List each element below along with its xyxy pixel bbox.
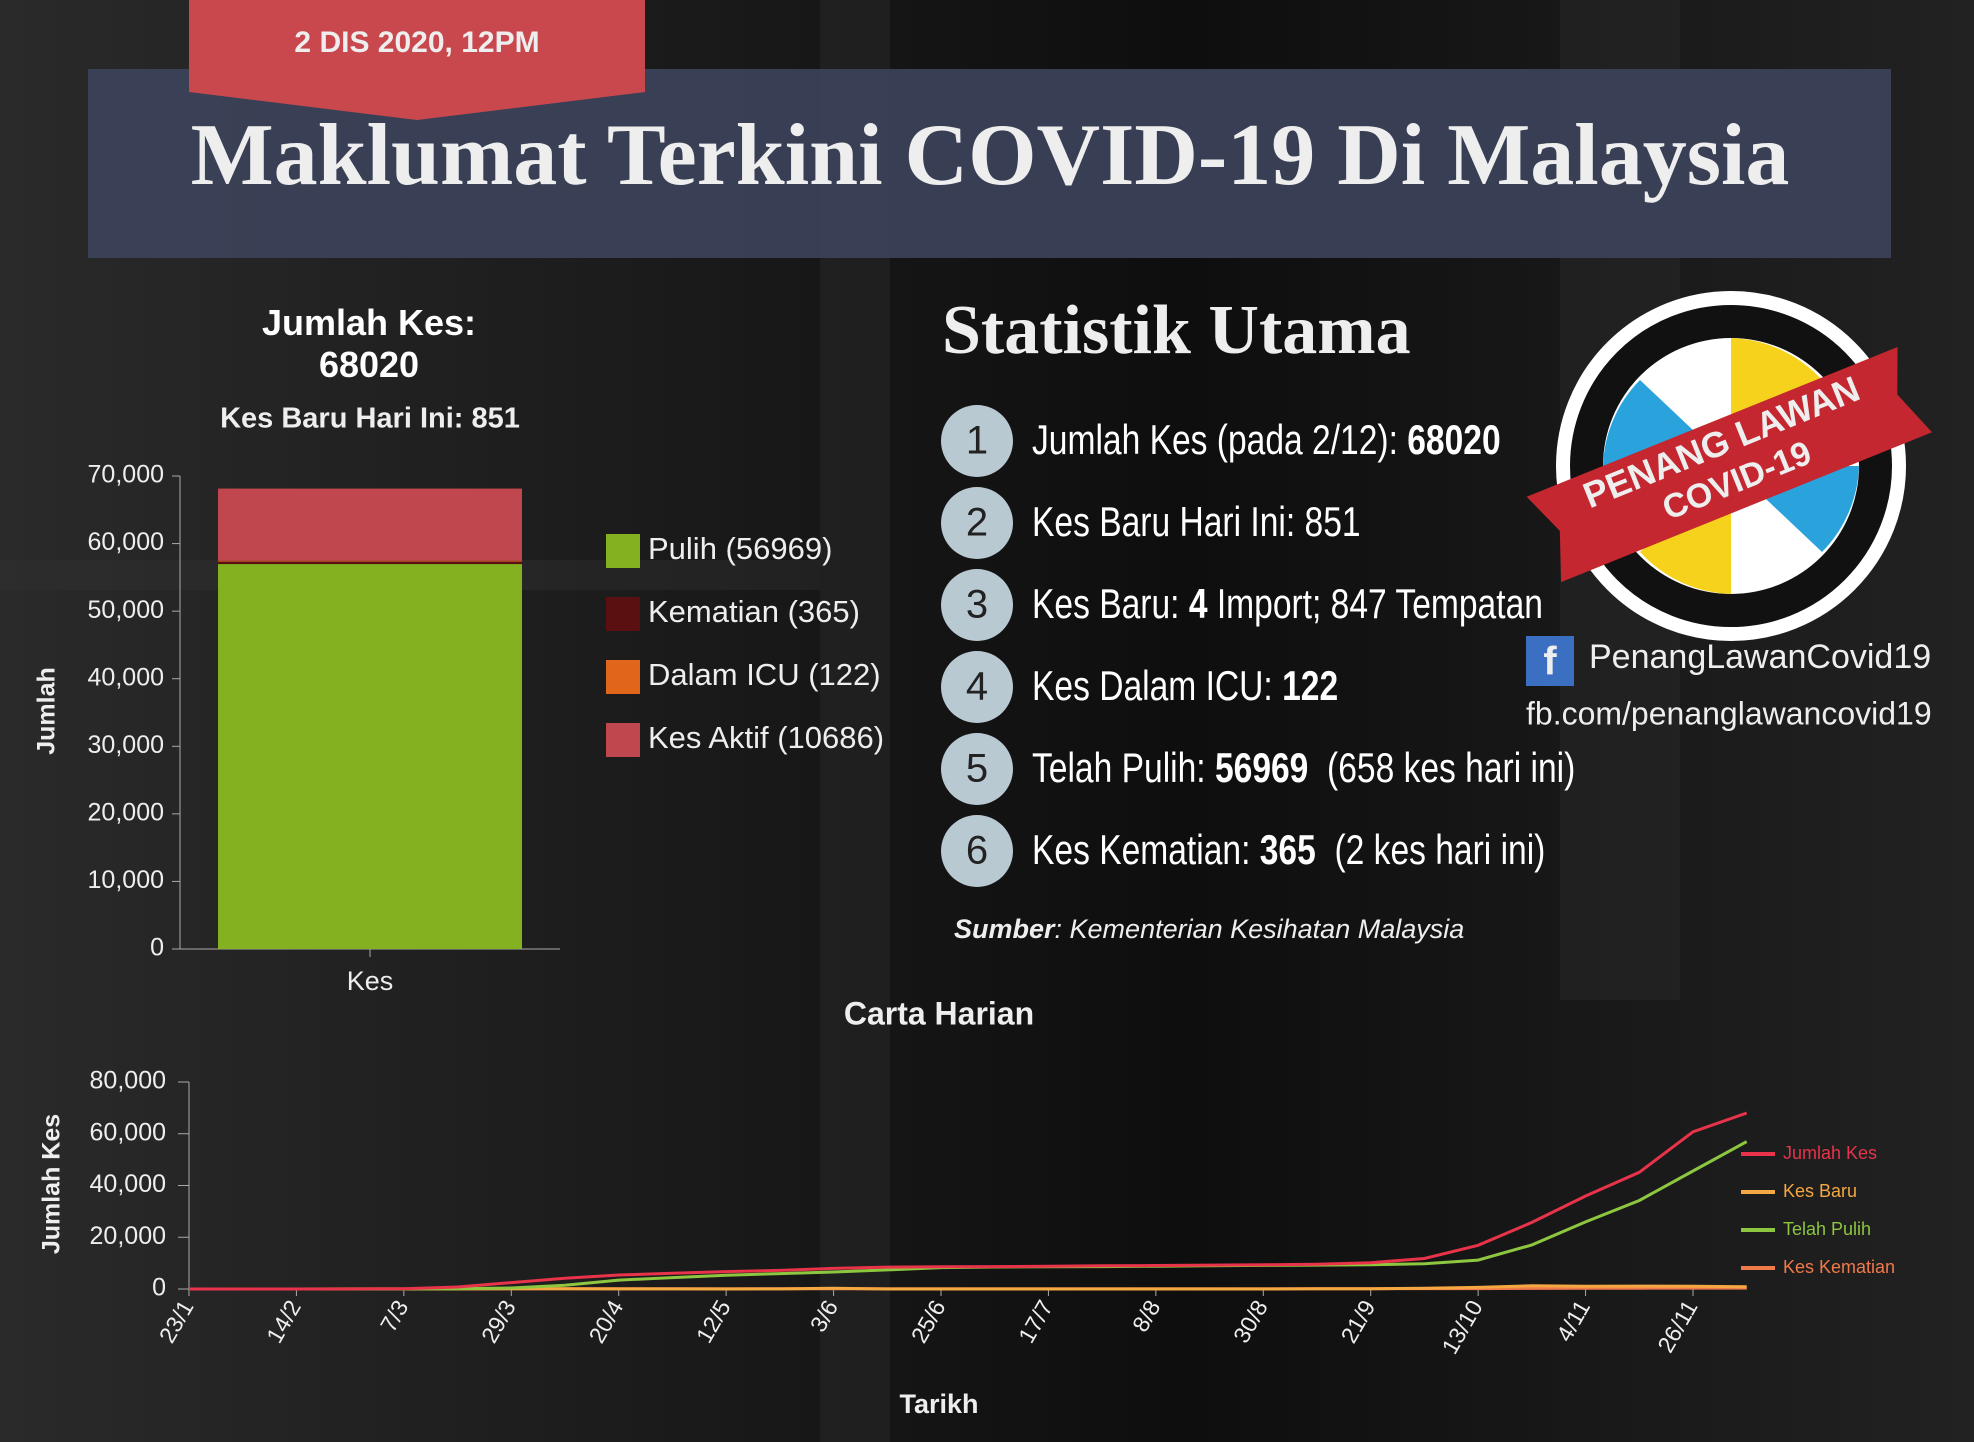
stat-bullet	[941, 815, 1013, 887]
x-axis-label: Tarikh	[899, 1389, 978, 1419]
source-label: Sumber	[954, 914, 1056, 944]
legend-label: Kes Kematian	[1783, 1257, 1895, 1277]
legend-label: Telah Pulih	[1783, 1219, 1871, 1239]
main-title: Maklumat Terkini COVID-19 Di Malaysia	[191, 107, 1790, 204]
source-text: : Kementerian Kesihatan Malaysia	[1055, 914, 1465, 944]
date-tag	[189, 0, 645, 120]
bar-segment	[218, 560, 522, 562]
facebook-url[interactable]: fb.com/penanglawancovid19	[1526, 695, 1932, 731]
legend-label: Kes Aktif (10686)	[648, 720, 884, 755]
bar-segment	[218, 488, 522, 561]
stat-part: 365	[1260, 828, 1316, 874]
stat-part: (2 kes hari ini)	[1316, 828, 1546, 874]
stat-part: (658 kes hari ini)	[1308, 746, 1575, 792]
stat-text: Kes Baru Hari Ini: 851	[1032, 500, 1361, 546]
y-tick-label: 80,000	[90, 1067, 166, 1095]
legend-label: Dalam ICU (122)	[648, 657, 881, 692]
stat-number: 2	[966, 501, 988, 545]
stat-part: Kes Dalam ICU:	[1032, 664, 1282, 710]
line-title: Carta Harian	[844, 995, 1034, 1031]
facebook-icon-letter: f	[1543, 640, 1557, 684]
stat-part: Import; 847 Tempatan	[1208, 582, 1543, 628]
legend-label: Kematian (365)	[648, 594, 860, 629]
stat-part: Kes Kematian:	[1032, 828, 1260, 874]
stat-text: Telah Pulih: 56969 (658 kes hari ini)	[1032, 746, 1575, 792]
legend-swatch	[606, 534, 640, 568]
y-tick-label: 20,000	[88, 798, 164, 826]
stat-number: 4	[966, 665, 988, 709]
y-tick-label: 20,000	[90, 1222, 166, 1250]
date: 2 DIS 2020, 12PM	[294, 26, 539, 59]
y-tick-label: 60,000	[88, 528, 164, 556]
stat-bullet	[941, 651, 1013, 723]
stat-part: Kes Baru:	[1032, 582, 1189, 628]
stat-text: Kes Baru: 4 Import; 847 Tempatan	[1032, 582, 1543, 628]
y-axis-label: Jumlah	[33, 667, 61, 755]
legend-label: Pulih (56969)	[648, 531, 832, 566]
bar-segment	[218, 564, 522, 949]
stat-number: 3	[966, 583, 988, 627]
stat-bullet	[941, 733, 1013, 805]
stat-part: 4	[1189, 582, 1208, 628]
legend-label: Kes Baru	[1783, 1181, 1857, 1201]
stat-text: Jumlah Kes (pada 2/12): 68020	[1032, 418, 1501, 464]
series-line	[189, 1111, 1748, 1291]
bar-segment	[218, 561, 522, 565]
x-tick-label: Kes	[347, 966, 394, 996]
stat-number: 1	[966, 419, 988, 463]
stats-title: Statistik Utama	[942, 292, 1411, 369]
stat-part: 56969	[1215, 746, 1308, 792]
stat-bullet	[941, 405, 1013, 477]
facebook-icon	[1526, 636, 1574, 686]
stat-bullet	[941, 487, 1013, 559]
y-tick-label: 30,000	[88, 731, 164, 759]
legend-swatch	[606, 597, 640, 631]
stat-bullet	[941, 569, 1013, 641]
logo: PENANG LAWAN COVID-19	[1526, 291, 1932, 641]
stat-number: 6	[966, 829, 988, 873]
stat-part: Telah Pulih:	[1032, 746, 1215, 792]
stat-text: Kes Kematian: 365 (2 kes hari ini)	[1032, 828, 1545, 874]
y-tick-label: 0	[152, 1274, 166, 1302]
stat-part: Jumlah Kes (pada 2/12):	[1032, 418, 1407, 464]
y-tick-label: 60,000	[90, 1118, 166, 1146]
source: Sumber: Kementerian Kesihatan Malaysia	[954, 914, 1464, 944]
stat-number: 5	[966, 747, 988, 791]
y-tick-label: 40,000	[90, 1170, 166, 1198]
stat-part: Kes Baru Hari Ini: 851	[1032, 500, 1361, 546]
y-tick-label: 0	[150, 934, 164, 962]
stat-part: 68020	[1407, 418, 1500, 464]
y-tick-label: 10,000	[88, 866, 164, 894]
facebook-name[interactable]: PenangLawanCovid19	[1589, 638, 1931, 676]
y-tick-label: 70,000	[88, 461, 164, 489]
legend-swatch	[606, 660, 640, 694]
logo-ribbon	[1526, 346, 1932, 583]
stat-text: Kes Dalam ICU: 122	[1032, 664, 1338, 710]
legend-label: Jumlah Kes	[1783, 1143, 1877, 1163]
bar-title: Jumlah Kes: 68020	[261, 302, 477, 385]
y-tick-label: 40,000	[88, 663, 164, 691]
y-tick-label: 50,000	[88, 596, 164, 624]
legend-swatch	[606, 723, 640, 757]
stat-part: 122	[1282, 664, 1338, 710]
y-axis-label: Jumlah Kes	[38, 1114, 66, 1254]
bar-subtitle: Kes Baru Hari Ini: 851	[220, 403, 520, 435]
